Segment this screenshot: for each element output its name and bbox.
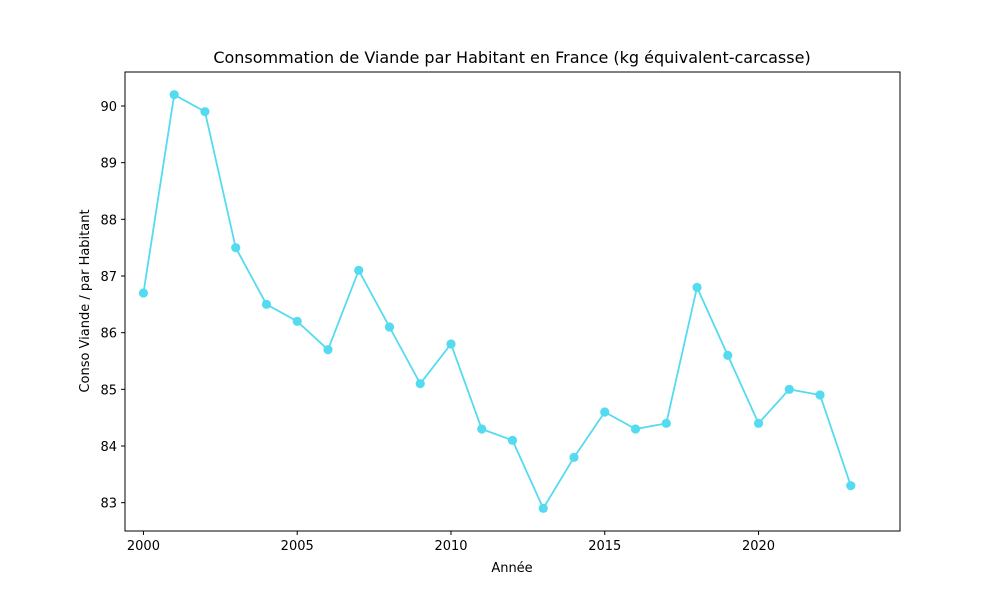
- series-line: [142, 93, 852, 511]
- y-tick-label: 86: [100, 327, 117, 342]
- y-tick-label: 84: [100, 440, 117, 455]
- y-axis: 83 84 85 86 87 88 89 90: [100, 100, 125, 512]
- y-tick-label: 85: [100, 383, 117, 398]
- x-axis-label: Année: [491, 561, 532, 576]
- chart-title: Consommation de Viande par Habitant en F…: [213, 48, 810, 67]
- plot-area: [124, 71, 901, 532]
- y-tick-label: 89: [100, 157, 117, 172]
- data-point: [600, 407, 610, 417]
- data-point: [784, 384, 794, 394]
- data-point: [569, 452, 579, 462]
- data-point: [630, 424, 641, 434]
- data-point: [138, 288, 149, 298]
- x-tick-label: 2005: [281, 539, 314, 554]
- y-axis-label: Conso Viande / par Habitant: [78, 209, 93, 392]
- y-tick-label: 87: [100, 270, 117, 285]
- series-layer: [138, 90, 856, 513]
- y-tick-label: 83: [100, 497, 117, 512]
- data-point: [415, 379, 425, 389]
- data-point: [753, 418, 764, 428]
- data-point: [446, 339, 456, 349]
- data-point: [384, 322, 395, 332]
- data-point: [169, 90, 179, 100]
- data-point: [661, 418, 671, 428]
- x-tick-label: 2020: [742, 539, 775, 554]
- data-point: [723, 350, 733, 360]
- data-point: [354, 265, 364, 275]
- data-point: [538, 503, 548, 513]
- data-point: [292, 316, 302, 326]
- y-tick-label: 88: [100, 213, 117, 228]
- y-tick-label: 90: [100, 100, 117, 115]
- data-point: [323, 345, 333, 355]
- data-point: [692, 282, 702, 292]
- data-point: [200, 107, 210, 117]
- data-point: [846, 481, 856, 491]
- data-point: [815, 390, 825, 400]
- x-tick-label: 2010: [434, 539, 467, 554]
- data-point: [261, 299, 272, 309]
- x-tick-label: 2015: [588, 539, 621, 554]
- data-point: [477, 424, 487, 434]
- x-tick-label: 2000: [127, 539, 160, 554]
- x-axis: 2000 2005 2010 2015 2020: [127, 531, 775, 554]
- data-point: [231, 243, 241, 253]
- data-point: [507, 435, 518, 445]
